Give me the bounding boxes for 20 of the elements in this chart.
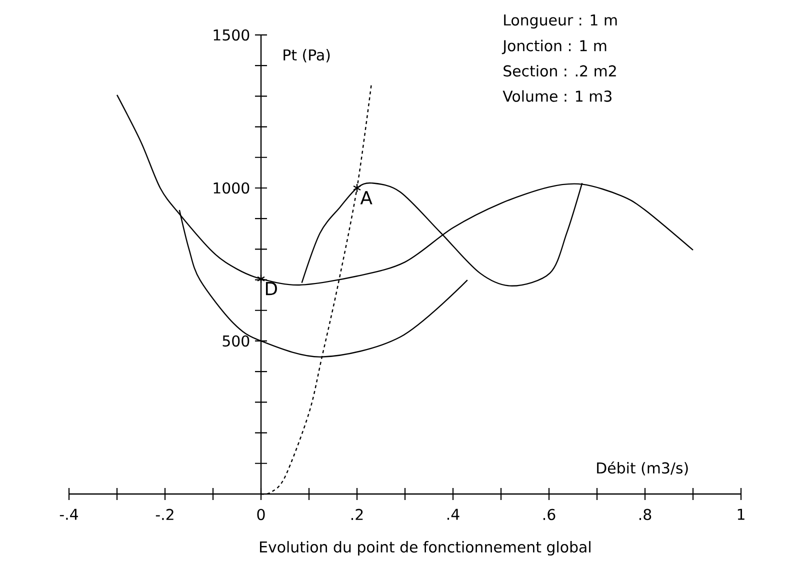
- annotation: Volume : 1 m3: [502, 90, 612, 102]
- y-axis-title: Pt (Pa): [284, 49, 330, 62]
- x-tick-label: 0: [257, 508, 265, 520]
- x-axis-title: Débit (m3/s): [597, 461, 688, 476]
- y-tick-label: 1500: [214, 29, 250, 41]
- text: Evolution du point de fonctionnement global: [260, 541, 590, 556]
- annotation: D: [266, 282, 277, 296]
- text: Longueur : 1 m: [504, 14, 617, 29]
- x-tick-label: .8: [639, 508, 652, 520]
- x-tick-label: .6: [543, 508, 556, 520]
- x-tick-label: .4: [447, 508, 460, 520]
- y-tick-label: 1000: [214, 182, 250, 194]
- x-tick-label: .2: [351, 508, 363, 520]
- x-tick-label: -.2: [156, 508, 174, 520]
- x-tick-label: 1: [738, 508, 744, 520]
- y-tick-label: 500: [222, 335, 250, 347]
- x-tick-label: -.4: [60, 508, 78, 520]
- annotation: Section : .2 m2: [504, 65, 616, 77]
- annotation: Jonction : 1 m: [502, 40, 606, 54]
- annotation: A: [360, 191, 372, 204]
